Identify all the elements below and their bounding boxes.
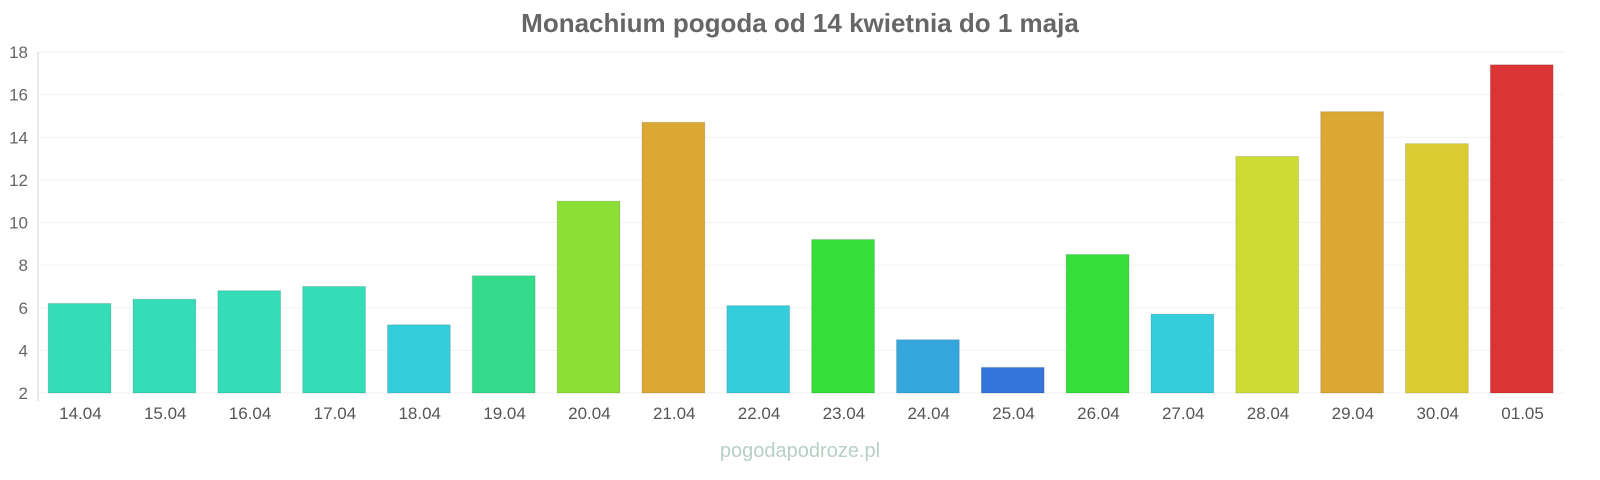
bar-30.04 <box>1405 143 1469 394</box>
x-tick-label: 28.04 <box>1247 404 1290 423</box>
bar-28.04 <box>1235 155 1300 394</box>
y-tick-label: 12 <box>9 171 28 190</box>
y-tick-label: 18 <box>9 43 28 62</box>
x-tick-label: 29.04 <box>1332 404 1375 423</box>
x-tick-label: 27.04 <box>1162 404 1205 423</box>
chart-title: Monachium pogoda od 14 kwietnia do 1 maj… <box>521 8 1079 38</box>
watermark: pogodapodroze.pl <box>719 440 881 462</box>
bar-29.04 <box>1320 111 1384 394</box>
x-tick-label: 22.04 <box>738 404 781 423</box>
y-tick-label: 8 <box>19 256 28 275</box>
bar-27.04 <box>1150 313 1215 394</box>
bar-01.05 <box>1489 64 1554 394</box>
x-tick-label: 21.04 <box>653 404 696 423</box>
x-tick-label: 20.04 <box>568 404 611 423</box>
bar-20.04 <box>556 200 621 394</box>
x-tick-label: 01.05 <box>1501 404 1544 423</box>
x-tick-label: 19.04 <box>483 404 526 423</box>
x-tick-label: 16.04 <box>229 404 272 423</box>
bar-23.04 <box>811 239 875 394</box>
bar-21.04 <box>641 121 706 394</box>
y-tick-label: 14 <box>9 128 28 147</box>
bar-15.04 <box>132 298 197 394</box>
x-tick-label: 18.04 <box>398 404 441 423</box>
y-tick-label: 6 <box>19 299 28 318</box>
x-tick-label: 25.04 <box>992 404 1035 423</box>
x-tick-label: 14.04 <box>59 404 102 423</box>
x-tick-label: 17.04 <box>314 404 357 423</box>
bar-18.04 <box>387 324 451 394</box>
bar-26.04 <box>1065 253 1130 394</box>
x-tick-label: 26.04 <box>1077 404 1120 423</box>
bar-24.04 <box>896 339 960 394</box>
x-tick-label: 15.04 <box>144 404 187 423</box>
bar-25.04 <box>980 366 1045 394</box>
x-tick-label: 24.04 <box>907 404 950 423</box>
x-tick-label: 30.04 <box>1416 404 1459 423</box>
y-tick-label: 16 <box>9 86 28 105</box>
y-tick-label: 10 <box>9 214 28 233</box>
y-tick-label: 2 <box>19 384 28 403</box>
bar-17.04 <box>302 285 366 394</box>
x-tick-label: 23.04 <box>823 404 866 423</box>
bar-22.04 <box>726 305 791 394</box>
bar-19.04 <box>471 275 536 394</box>
bar-16.04 <box>217 290 282 394</box>
y-tick-label: 4 <box>19 341 28 360</box>
bar-14.04 <box>47 302 112 394</box>
